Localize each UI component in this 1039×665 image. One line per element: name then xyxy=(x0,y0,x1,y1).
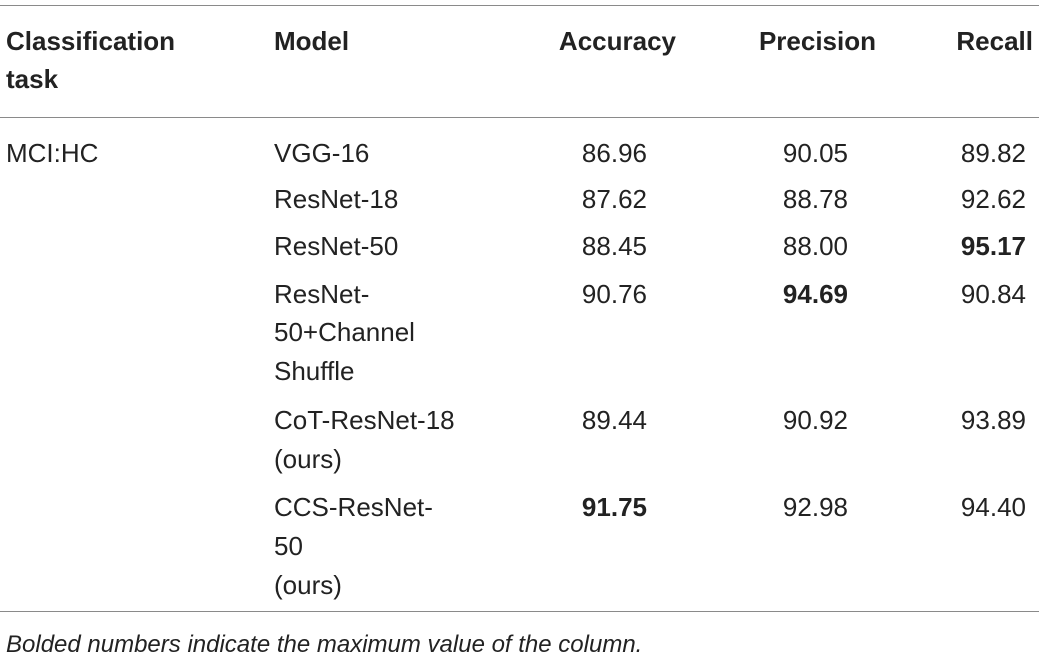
header-precision: Precision xyxy=(758,26,876,56)
row-model: VGG-16 xyxy=(274,138,370,168)
row-model: (ours) xyxy=(274,444,342,474)
header-accuracy: Accuracy xyxy=(558,26,676,56)
header-task-line2: task xyxy=(6,64,59,94)
header-model: Model xyxy=(274,26,350,56)
row-model: 50 xyxy=(274,531,303,561)
row-recall: 89.82 xyxy=(960,138,1026,168)
header-recall: Recall xyxy=(956,26,1033,56)
row-precision: 90.92 xyxy=(782,405,848,435)
row-precision: 88.78 xyxy=(782,184,848,214)
row-recall: 90.84 xyxy=(960,279,1026,309)
row-model: (ours) xyxy=(274,570,342,600)
row-accuracy: 90.76 xyxy=(581,279,647,309)
table-top-rule xyxy=(0,5,1039,6)
header-task-line1: Classification xyxy=(6,26,176,56)
row-model: ResNet-18 xyxy=(274,184,399,214)
row-model: 50+Channel xyxy=(274,317,415,347)
row-recall: 92.62 xyxy=(960,184,1026,214)
row-accuracy: 88.45 xyxy=(581,231,647,261)
row-model: ResNet- xyxy=(274,279,370,309)
row-precision: 90.05 xyxy=(782,138,848,168)
row-model: CCS-ResNet- xyxy=(274,492,433,522)
row-precision: 88.00 xyxy=(782,231,848,261)
row-accuracy: 87.62 xyxy=(581,184,647,214)
table-footnote: Bolded numbers indicate the maximum valu… xyxy=(6,631,643,658)
row-precision: 92.98 xyxy=(782,492,848,522)
row-accuracy-max: 91.75 xyxy=(581,492,647,522)
row-recall: 94.40 xyxy=(960,492,1026,522)
row-accuracy: 86.96 xyxy=(581,138,647,168)
row-model: Shuffle xyxy=(274,356,355,386)
table-bottom-rule xyxy=(0,611,1039,612)
row-model: ResNet-50 xyxy=(274,231,399,261)
row-recall: 93.89 xyxy=(960,405,1026,435)
row-precision-max: 94.69 xyxy=(782,279,848,309)
row-accuracy: 89.44 xyxy=(581,405,647,435)
header-rule xyxy=(0,117,1039,118)
row-recall-max: 95.17 xyxy=(960,231,1026,261)
task-cell: MCI:HC xyxy=(6,138,99,168)
row-model: CoT-ResNet-18 xyxy=(274,405,455,435)
